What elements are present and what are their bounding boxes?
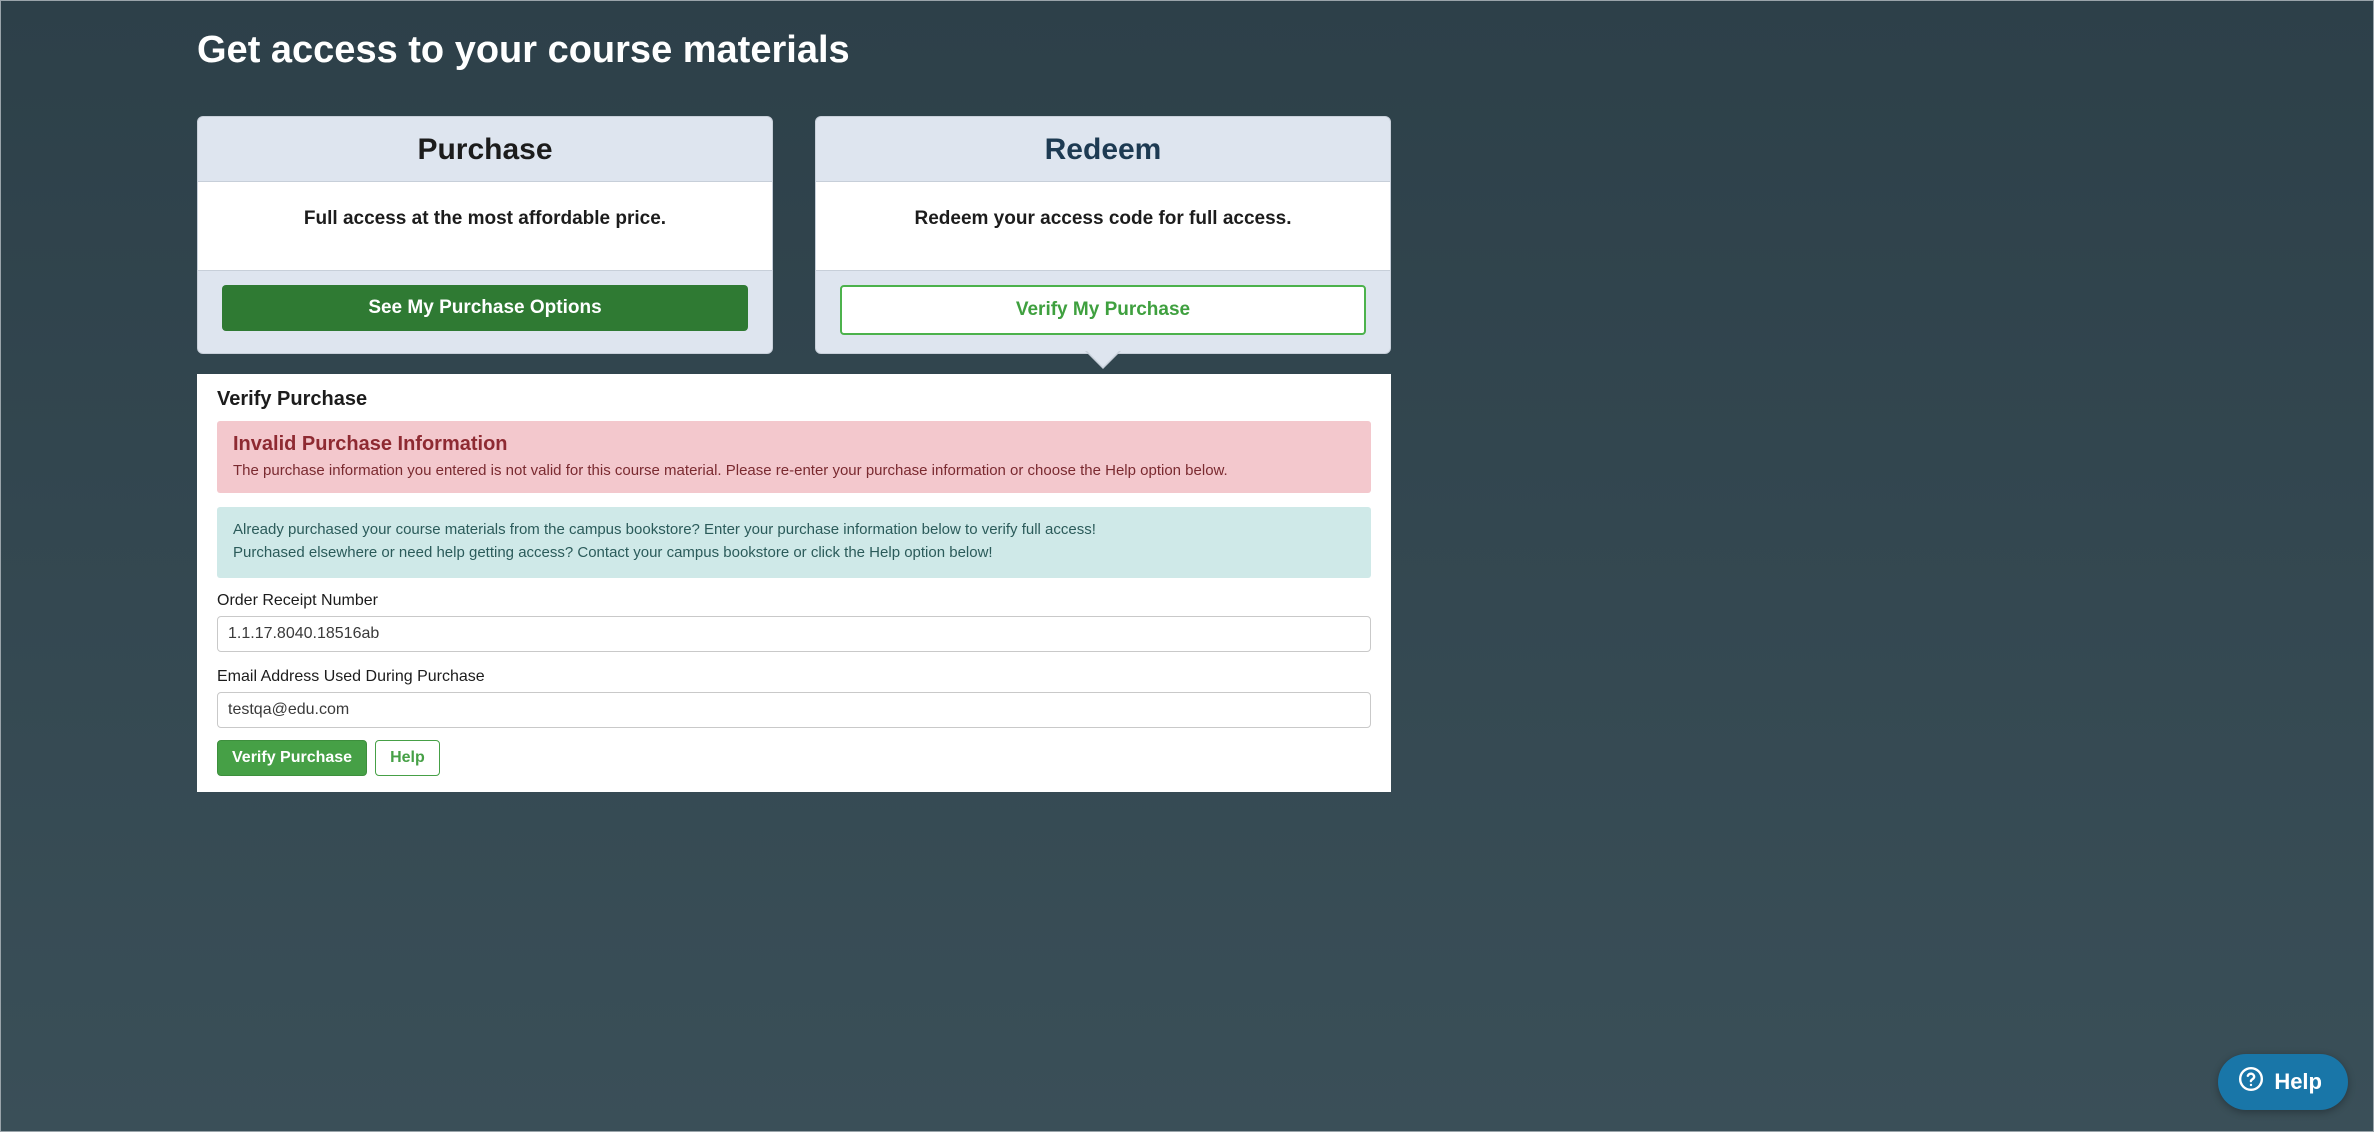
error-alert-title: Invalid Purchase Information (233, 433, 1355, 456)
redeem-card-description: Redeem your access code for full access. (836, 208, 1370, 230)
redeem-card-footer: Verify My Purchase (816, 271, 1390, 353)
purchase-card-body: Full access at the most affordable price… (198, 182, 772, 271)
help-button[interactable]: Help (375, 740, 440, 776)
info-alert: Already purchased your course materials … (217, 507, 1371, 578)
verify-my-purchase-button[interactable]: Verify My Purchase (840, 285, 1366, 335)
order-receipt-input[interactable] (217, 616, 1371, 652)
redeem-card-header: Redeem (816, 117, 1390, 182)
email-input[interactable] (217, 692, 1371, 728)
email-label: Email Address Used During Purchase (217, 668, 1371, 686)
info-alert-line1: Already purchased your course materials … (233, 519, 1355, 542)
help-circle-icon (2238, 1066, 2264, 1098)
redeem-card-body: Redeem your access code for full access. (816, 182, 1390, 271)
purchase-card-description: Full access at the most affordable price… (218, 208, 752, 230)
verify-panel: Verify Purchase Invalid Purchase Informa… (197, 374, 1391, 792)
help-widget-label: Help (2274, 1069, 2322, 1095)
error-alert-text: The purchase information you entered is … (233, 462, 1355, 479)
purchase-card-title: Purchase (198, 133, 772, 167)
verify-panel-title: Verify Purchase (217, 388, 1371, 411)
page-container: Get access to your course materials Purc… (0, 0, 2374, 1132)
page-title: Get access to your course materials (197, 29, 2373, 72)
cards-row: Purchase Full access at the most afforda… (197, 116, 1391, 354)
purchase-card-footer: See My Purchase Options (198, 271, 772, 349)
order-receipt-label: Order Receipt Number (217, 592, 1371, 610)
purchase-card: Purchase Full access at the most afforda… (197, 116, 773, 354)
help-widget[interactable]: Help (2218, 1054, 2348, 1110)
verify-button-row: Verify Purchase Help (217, 740, 1371, 776)
callout-arrow (1087, 351, 1119, 367)
error-alert: Invalid Purchase Information The purchas… (217, 421, 1371, 493)
verify-purchase-button[interactable]: Verify Purchase (217, 740, 367, 776)
purchase-card-header: Purchase (198, 117, 772, 182)
info-alert-line2: Purchased elsewhere or need help getting… (233, 542, 1355, 565)
see-purchase-options-button[interactable]: See My Purchase Options (222, 285, 748, 331)
redeem-card-title: Redeem (816, 133, 1390, 167)
redeem-card: Redeem Redeem your access code for full … (815, 116, 1391, 354)
